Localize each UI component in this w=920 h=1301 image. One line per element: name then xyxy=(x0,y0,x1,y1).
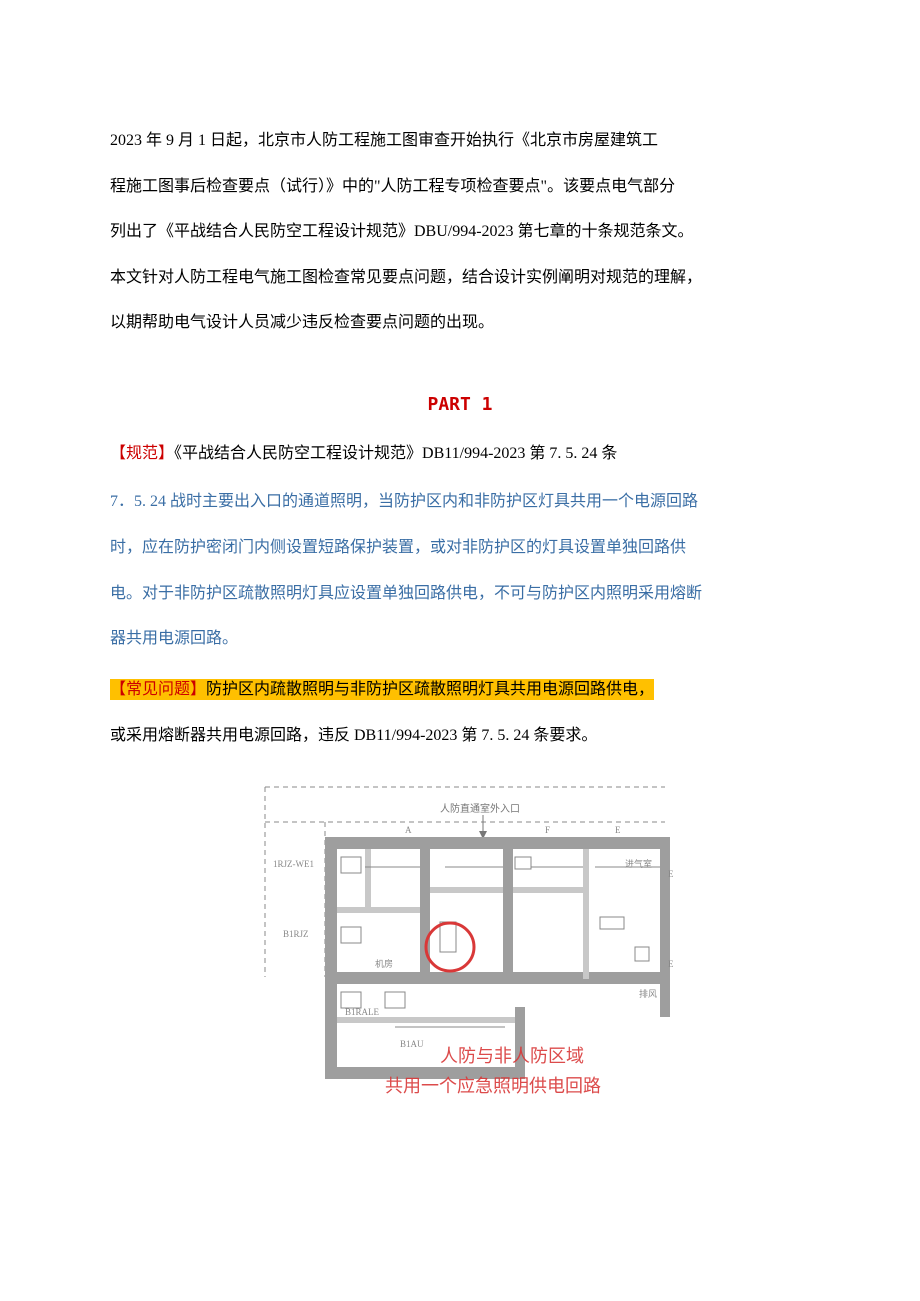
intro-line-1: 2023 年 9 月 1 日起，北京市人防工程施工图审查开始执行《北京市房屋建筑… xyxy=(110,120,810,162)
intro-line-5: 以期帮助电气设计人员减少违反检查要点问题的出现。 xyxy=(110,302,810,344)
cjwt-tag: 【常见问题】 xyxy=(110,681,206,698)
label-machine-room: 机房 xyxy=(375,958,393,969)
clause-7-5-24-line1: 7．5. 24 战时主要出入口的通道照明，当防护区内和非防护区灯具共用一个电源回… xyxy=(110,481,810,523)
guifan-line: 【规范】《平战结合人民防空工程设计规范》DB11/994-2023 第 7. 5… xyxy=(110,435,810,473)
label-b1rjz: B1RJZ xyxy=(283,929,309,939)
label-exhaust: 排风 xyxy=(639,988,657,999)
intro-line-4: 本文针对人防工程电气施工图检查常见要点问题，结合设计实例阐明对规范的理解， xyxy=(110,257,810,299)
label-a: A xyxy=(405,825,412,835)
clause-7-5-24-line4: 器共用电源回路。 xyxy=(110,618,810,660)
diagram-top-label: 人防直通室外入口 xyxy=(440,802,520,815)
common-issue-line1: 【常见问题】防护区内疏散照明与非防护区疏散照明灯具共用电源回路供电， xyxy=(110,672,810,707)
label-e-top: E xyxy=(615,825,621,835)
highlight-span: 【常见问题】防护区内疏散照明与非防护区疏散照明灯具共用电源回路供电， xyxy=(110,679,654,700)
label-1rjz-we1: 1RJZ-WE1 xyxy=(273,859,314,869)
diagram-svg: 人防直通室外入口 xyxy=(245,767,675,1107)
label-f: F xyxy=(545,825,550,835)
cjwt-highlight-text: 防护区内疏散照明与非防护区疏散照明灯具共用电源回路供电， xyxy=(206,681,654,698)
label-b1au: B1AU xyxy=(400,1039,424,1049)
label-e-right1: E xyxy=(668,869,674,879)
label-b1rale: B1RALE xyxy=(345,1007,380,1017)
diagram-red-text-2: 共用一个应急照明供电回路 xyxy=(385,1076,601,1096)
diagram-red-text-1: 人防与非人防区域 xyxy=(440,1046,584,1066)
guifan-tag: 【规范】 xyxy=(110,445,174,462)
guifan-citation: 《平战结合人民防空工程设计规范》DB11/994-2023 第 7. 5. 24… xyxy=(174,445,617,462)
clause-7-5-24-line2: 时，应在防护密闭门内侧设置短路保护装置，或对非防护区的灯具设置单独回路供 xyxy=(110,527,810,569)
common-issue-line2: 或采用熔断器共用电源回路，违反 DB11/994-2023 第 7. 5. 24… xyxy=(110,715,810,757)
document-page: 2023 年 9 月 1 日起，北京市人防工程施工图审查开始执行《北京市房屋建筑… xyxy=(0,0,920,1147)
intro-line-3: 列出了《平战结合人民防空工程设计规范》DBU/994-2023 第七章的十条规范… xyxy=(110,211,810,253)
part-1-title: PART 1 xyxy=(110,394,810,415)
label-e-right2: E xyxy=(668,959,674,969)
label-intake: 进气室 xyxy=(625,858,652,869)
clause-7-5-24-line3: 电。对于非防护区疏散照明灯具应设置单独回路供电，不可与防护区内照明采用熔断 xyxy=(110,573,810,615)
intro-line-2: 程施工图事后检查要点（试行）》中的"人防工程专项检查要点"。该要点电气部分 xyxy=(110,166,810,208)
floor-plan-diagram: 人防直通室外入口 xyxy=(245,767,675,1107)
